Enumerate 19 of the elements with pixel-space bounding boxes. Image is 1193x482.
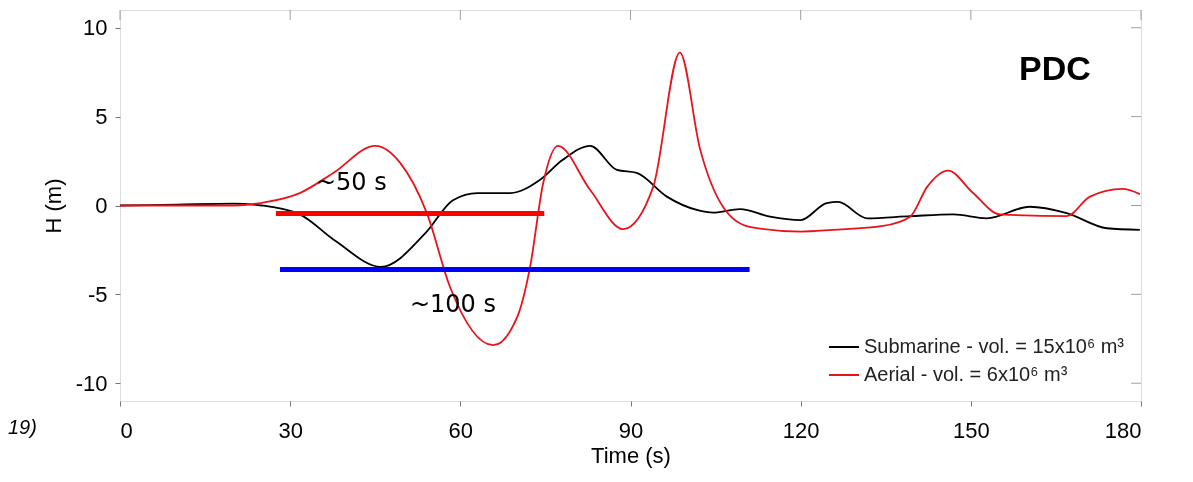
x-tick-label: 150: [952, 417, 990, 443]
y-axis-title: H (m): [40, 178, 66, 234]
y-tick-label: 0: [95, 193, 108, 218]
y-tick-label: 5: [95, 104, 108, 130]
annotation: PDC: [1019, 49, 1091, 87]
legend-label: Submarine - vol. = 15x10⁶ m³: [864, 335, 1125, 357]
annotation: ~50 s: [315, 168, 387, 197]
x-tick-label: 60: [448, 417, 474, 443]
y-tick-label: 10: [83, 15, 108, 41]
legend-label: Aerial - vol. = 6x10⁶ m³: [864, 363, 1068, 385]
y-tick-label: -10: [75, 370, 108, 396]
x-tick-label: 0: [120, 417, 133, 443]
y-tick-label: -5: [87, 281, 108, 307]
x-tick-label: 180: [1104, 417, 1142, 443]
x-axis-title: Time (s): [591, 442, 671, 468]
x-tick-label: 30: [278, 417, 303, 443]
text: 19): [8, 416, 37, 438]
x-tick-label: 120: [782, 417, 820, 443]
x-tick-label: 90: [618, 417, 644, 443]
